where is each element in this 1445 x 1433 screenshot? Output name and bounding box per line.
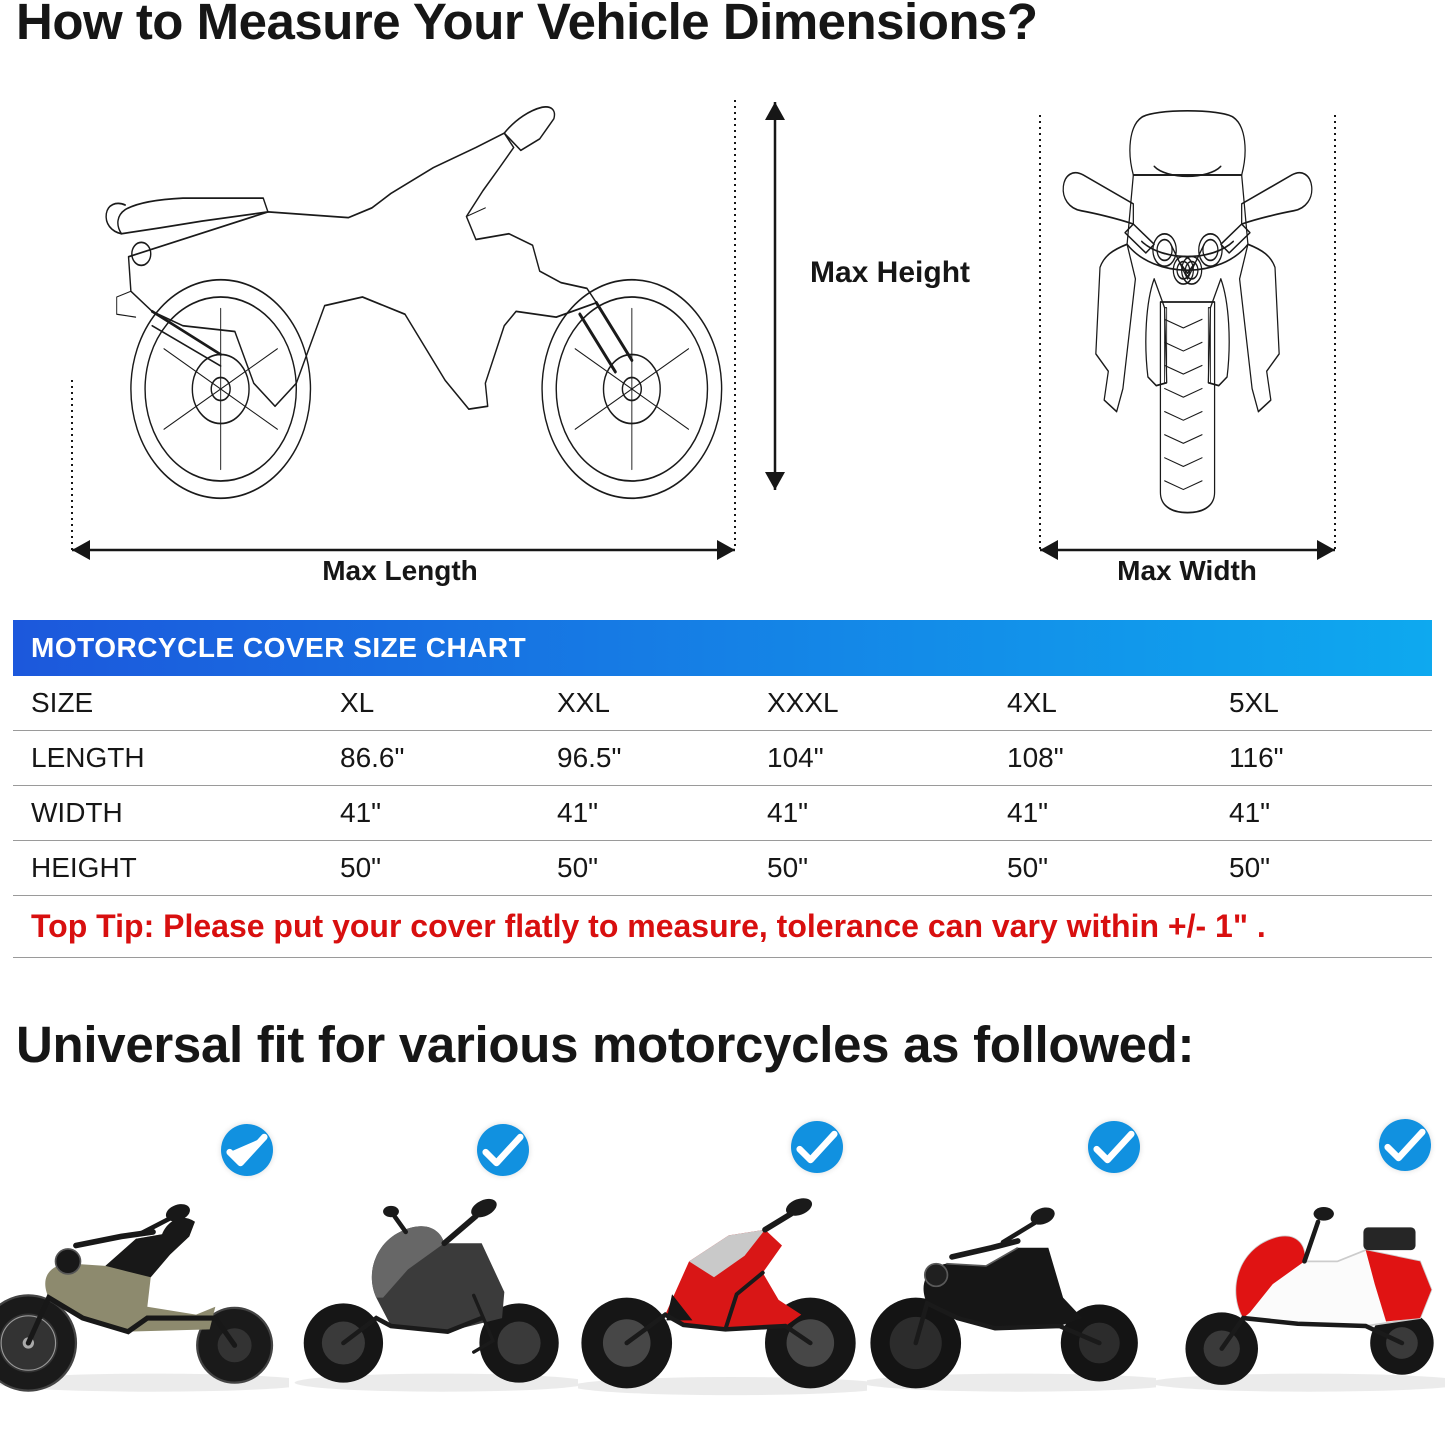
svg-text:Max Height: Max Height (810, 256, 970, 289)
svg-text:Max Width: Max Width (1117, 555, 1257, 586)
svg-text:Max Length: Max Length (322, 555, 478, 586)
